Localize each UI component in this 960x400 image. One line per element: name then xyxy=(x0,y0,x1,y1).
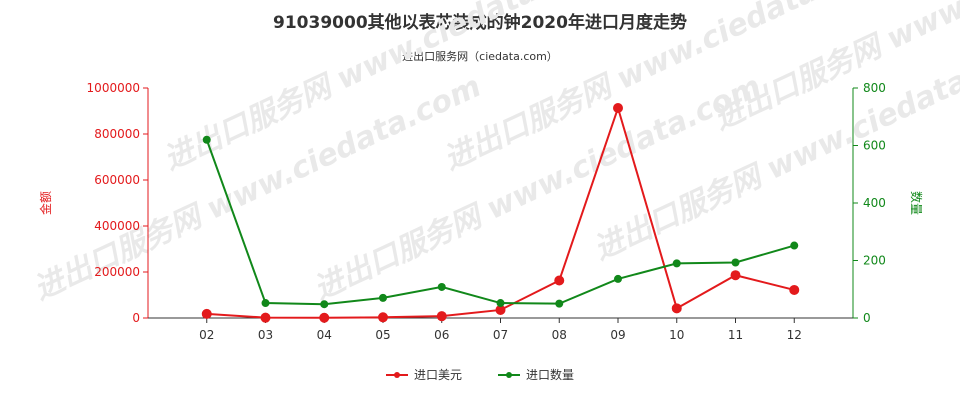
data-point-quantity xyxy=(614,274,622,283)
data-point-quantity xyxy=(555,299,564,308)
data-point-amount xyxy=(436,311,447,322)
data-point-quantity xyxy=(379,293,387,302)
left-axis-title: 金额 xyxy=(38,191,53,215)
x-axis-tick-label: 06 xyxy=(434,328,449,342)
legend: 进口美元 进口数量 xyxy=(0,366,960,383)
legend-item-amount[interactable]: 进口美元 xyxy=(385,366,462,383)
data-point-amount xyxy=(378,312,388,323)
legend-swatch-amount xyxy=(385,370,408,380)
data-point-amount xyxy=(671,303,682,314)
legend-item-quantity[interactable]: 进口数量 xyxy=(498,366,574,383)
right-axis-tick-label: 0 xyxy=(863,311,871,325)
plot-area xyxy=(201,103,800,323)
x-axis-tick-label: 07 xyxy=(493,328,508,342)
chart-title: 91039000其他以表芯装成的钟2020年进口月度走势 xyxy=(273,13,687,33)
watermark-text: 进出口服务网 www.ciedata.com xyxy=(159,0,617,177)
right-axis-title: 数量 xyxy=(909,191,924,215)
x-axis-tick-label: 04 xyxy=(317,328,332,342)
x-axis-tick-label: 10 xyxy=(669,328,684,342)
data-point-amount xyxy=(319,312,330,323)
data-point-quantity xyxy=(790,241,799,250)
data-point-amount xyxy=(730,270,741,281)
data-point-quantity xyxy=(202,135,211,144)
right-axis-tick-label: 600 xyxy=(863,139,886,153)
legend-label-amount: 进口美元 xyxy=(413,368,462,382)
legend-swatch-quantity xyxy=(498,370,520,380)
data-point-quantity xyxy=(496,299,505,308)
x-axis-tick-label: 02 xyxy=(199,328,214,342)
x-axis-tick-label: 08 xyxy=(552,328,567,342)
left-axis-tick-label: 200000 xyxy=(94,265,140,279)
data-point-amount xyxy=(789,284,800,295)
left-axis-tick-label: 800000 xyxy=(94,127,140,141)
data-point-amount xyxy=(613,103,623,114)
data-point-amount xyxy=(554,275,565,286)
x-axis-tick-label: 12 xyxy=(787,328,802,342)
data-point-amount xyxy=(495,304,506,315)
data-point-amount xyxy=(260,312,271,323)
right-axis-tick-label: 400 xyxy=(863,196,886,210)
left-axis-tick-label: 400000 xyxy=(94,219,140,233)
right-axis-tick-label: 200 xyxy=(863,254,886,268)
left-axis-tick-label: 1000000 xyxy=(87,81,140,95)
data-point-quantity xyxy=(672,259,681,268)
x-axis-tick-label: 05 xyxy=(375,328,390,342)
data-point-quantity xyxy=(731,258,740,267)
series-quantity xyxy=(202,135,799,309)
data-point-amount xyxy=(201,308,212,319)
series-amount xyxy=(201,103,800,323)
data-point-quantity xyxy=(320,300,329,309)
x-axis-tick-label: 03 xyxy=(258,328,273,342)
chart-subtitle: 进出口服务网（ciedata.com） xyxy=(402,50,558,63)
legend-label-quantity: 进口数量 xyxy=(526,368,575,382)
right-axis-tick-label: 800 xyxy=(863,81,886,95)
x-axis-tick-label: 09 xyxy=(610,328,625,342)
left-axis-tick-label: 600000 xyxy=(94,173,140,187)
data-point-quantity xyxy=(437,282,446,291)
x-axis-tick-label: 11 xyxy=(728,328,743,342)
data-point-quantity xyxy=(261,299,270,308)
left-axis-tick-label: 0 xyxy=(132,311,140,325)
